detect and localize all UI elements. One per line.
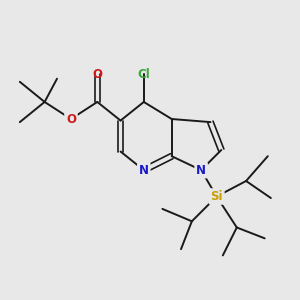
Text: N: N [139,164,149,177]
Text: O: O [92,68,102,81]
Text: Si: Si [210,190,223,203]
Text: O: O [66,112,76,125]
Text: N: N [196,164,206,177]
Text: Cl: Cl [137,68,150,81]
